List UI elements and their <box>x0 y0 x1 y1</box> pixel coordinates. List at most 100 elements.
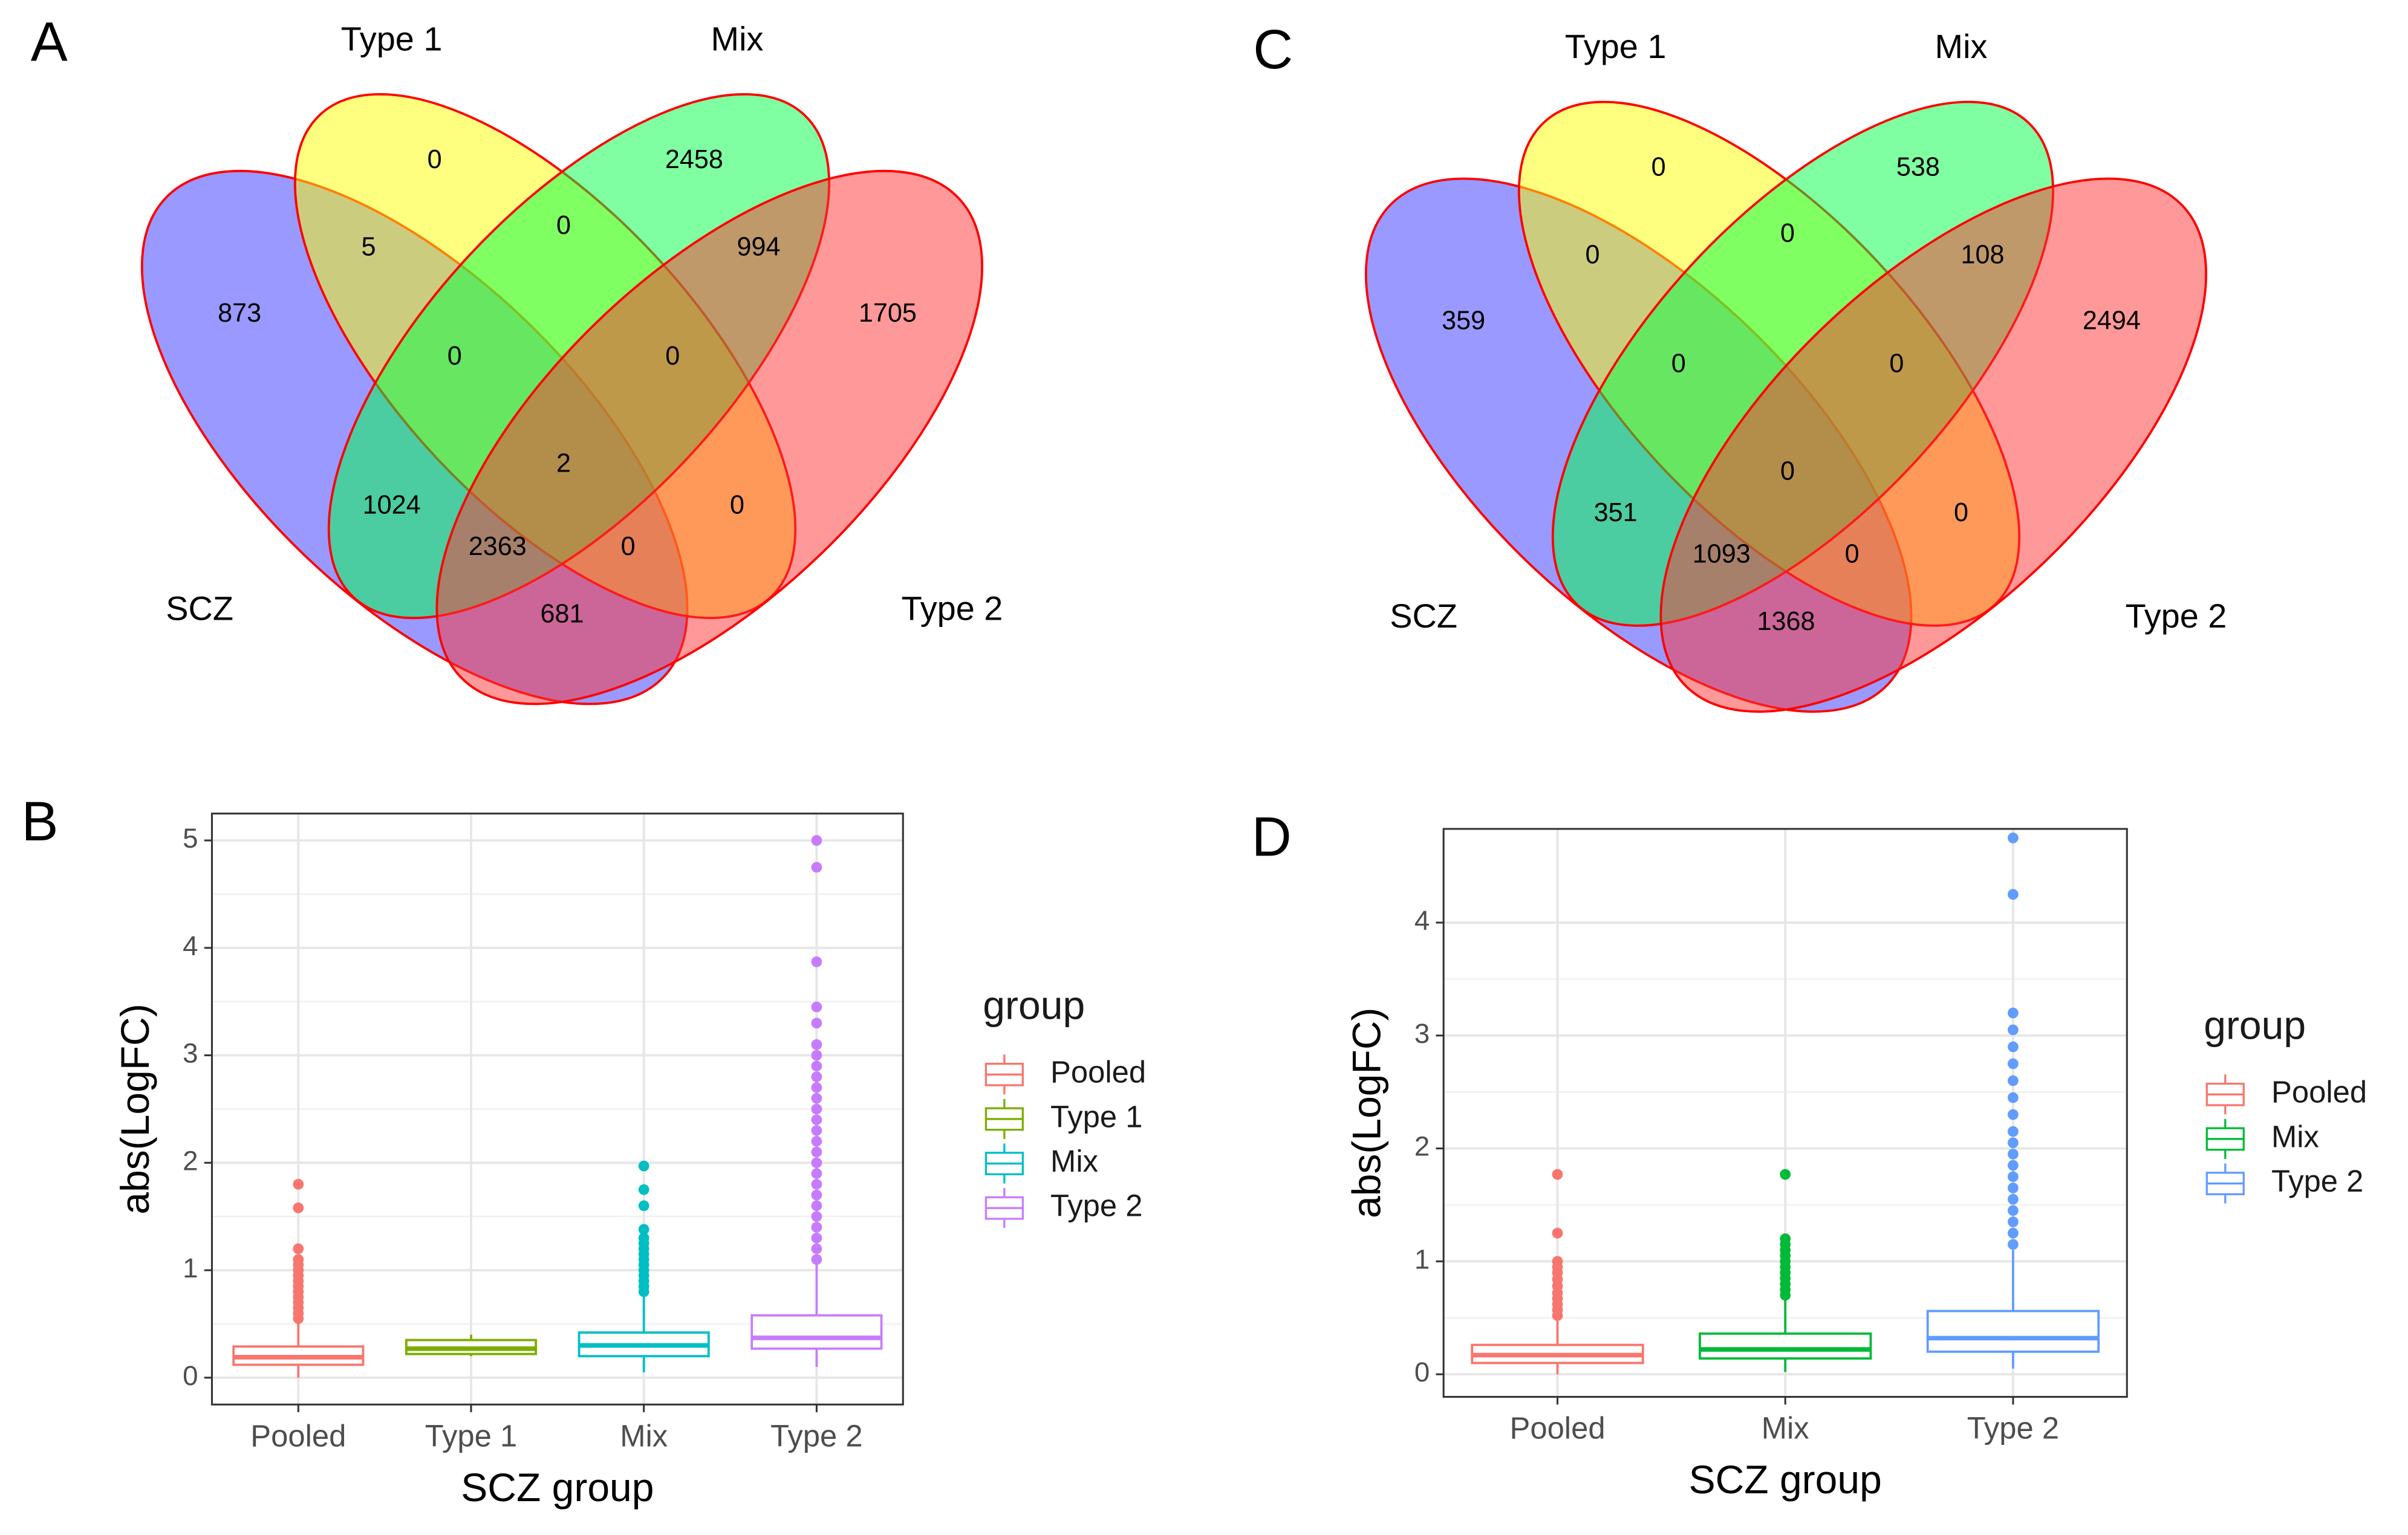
outlier <box>2008 889 2019 900</box>
outlier <box>638 1224 649 1235</box>
plot-border <box>210 813 904 1406</box>
region-count: 0 <box>665 342 680 371</box>
x-axis-title: SCZ group <box>461 1465 654 1510</box>
region-count: 0 <box>1585 240 1599 269</box>
outlier <box>1552 1256 1563 1267</box>
outlier <box>293 1243 304 1254</box>
outlier <box>638 1160 649 1172</box>
outlier <box>811 1254 822 1265</box>
set-label: Type 2 <box>902 589 1003 627</box>
outlier <box>1552 1169 1563 1180</box>
set-ellipse <box>1659 177 2208 713</box>
outlier <box>811 1103 822 1115</box>
outlier <box>638 1200 649 1212</box>
region-count: 1705 <box>859 299 917 328</box>
outlier <box>638 1232 649 1244</box>
outlier <box>293 1254 304 1265</box>
x-tick-label: Type 2 <box>770 1418 862 1453</box>
outlier <box>811 1243 822 1254</box>
region-count: 108 <box>1961 240 2005 269</box>
outlier <box>811 1039 822 1050</box>
y-tick-label: 1 <box>183 1253 198 1283</box>
region-count: 0 <box>1671 349 1686 378</box>
outlier <box>811 1189 822 1201</box>
region-count: 5 <box>361 233 376 262</box>
legend-title: group <box>983 983 1085 1028</box>
region-count: 681 <box>540 600 584 629</box>
x-tick-label: Mix <box>1762 1411 1809 1446</box>
outlier <box>811 1178 822 1190</box>
outlier <box>2008 1092 2019 1103</box>
outlier <box>2008 1160 2019 1171</box>
region-count: 2363 <box>469 532 527 561</box>
outlier <box>293 1178 304 1190</box>
outlier <box>811 1146 822 1158</box>
outlier <box>2008 1193 2019 1205</box>
legend-label: Pooled <box>2271 1075 2367 1109</box>
outlier <box>811 1082 822 1093</box>
outlier <box>811 1200 822 1212</box>
outlier <box>2008 1183 2019 1193</box>
outlier <box>2008 1227 2019 1239</box>
set-label: Type 1 <box>1565 27 1667 65</box>
y-tick-label: 5 <box>183 823 198 854</box>
region-count: 1093 <box>1693 540 1751 569</box>
set-ellipse <box>435 169 984 706</box>
outlier <box>2008 1126 2019 1137</box>
region-count: 0 <box>428 145 442 174</box>
outlier <box>811 1168 822 1179</box>
x-tick-label: Pooled <box>1509 1411 1605 1446</box>
outlier <box>811 1135 822 1147</box>
y-tick-label: 4 <box>1414 905 1430 936</box>
x-tick-label: Mix <box>620 1418 668 1453</box>
set-label: Mix <box>1935 27 1988 65</box>
outlier <box>811 1017 822 1029</box>
set-label: SCZ <box>166 589 233 627</box>
box <box>750 1314 883 1350</box>
box <box>1926 1309 2100 1353</box>
region-count: 0 <box>621 532 636 561</box>
region-count: 359 <box>1442 307 1485 336</box>
outlier <box>2008 1137 2019 1149</box>
set-label: Mix <box>711 19 764 57</box>
outlier <box>811 1157 822 1169</box>
outlier <box>293 1202 304 1213</box>
outlier <box>811 862 822 873</box>
set-label: SCZ <box>1390 597 1457 635</box>
y-tick-label: 0 <box>183 1360 198 1391</box>
panel-label: A <box>31 11 68 73</box>
region-count: 0 <box>1651 153 1666 182</box>
outlier <box>1780 1169 1791 1180</box>
outlier <box>638 1184 649 1195</box>
panel-label: D <box>1252 806 1292 868</box>
outlier <box>2008 1075 2019 1086</box>
outlier <box>2008 1205 2019 1216</box>
region-count: 0 <box>447 342 462 371</box>
outlier <box>1552 1227 1563 1239</box>
region-count: 2494 <box>2083 307 2141 336</box>
venn: C SCZ Type 1 Mix Type 2 0 538 0 0 108 359 2494 0 0 0 35… <box>1253 19 2227 713</box>
outlier <box>2008 1149 2019 1160</box>
outlier <box>811 1001 822 1013</box>
legend-label: Mix <box>2271 1119 2319 1154</box>
outlier <box>1780 1233 1791 1244</box>
venn: A SCZ Type 1 Mix Type 2 0 2458 5 0 994 873 1705 0 0 2 1… <box>31 11 1003 706</box>
region-count: 0 <box>1780 219 1795 248</box>
region-count: 2 <box>556 449 571 478</box>
y-tick-label: 2 <box>1414 1131 1430 1162</box>
region-count: 1368 <box>1757 607 1815 636</box>
outlier <box>811 1222 822 1233</box>
x-tick-label: Type 1 <box>425 1418 517 1453</box>
outlier <box>811 1071 822 1082</box>
x-axis-title: SCZ group <box>1689 1457 1882 1502</box>
outlier <box>2008 1007 2019 1019</box>
region-count: 351 <box>1594 498 1638 527</box>
legend-label: Type 1 <box>1050 1099 1142 1134</box>
region-count: 873 <box>218 299 261 328</box>
panel-label: C <box>1253 19 1293 80</box>
panel-label: B <box>22 791 59 852</box>
legend-label: Type 2 <box>2271 1164 2363 1198</box>
y-axis-title: abs(LogFC) <box>112 1004 157 1215</box>
y-tick-label: 1 <box>1414 1244 1430 1274</box>
